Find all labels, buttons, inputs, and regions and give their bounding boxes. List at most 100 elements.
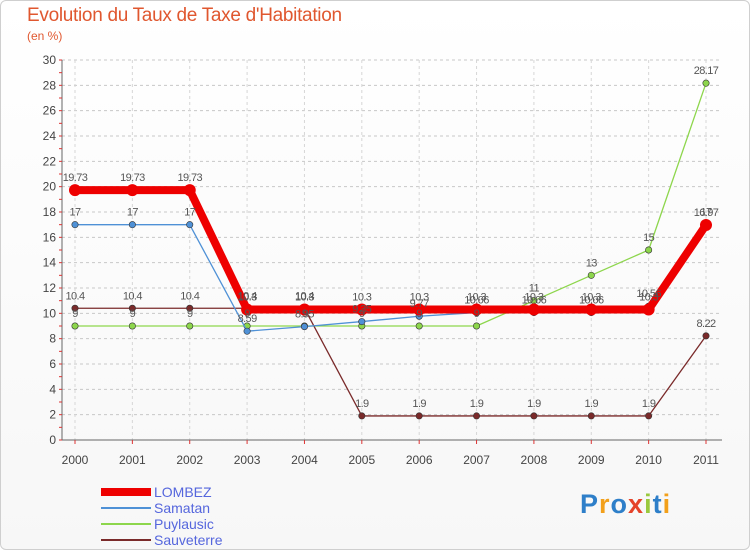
- y-tick-label: 18: [43, 205, 57, 219]
- data-label-sauveterre: 10.4: [238, 290, 257, 302]
- data-point-puylausic: [415, 322, 423, 330]
- data-point-sauveterre: [645, 412, 653, 420]
- data-point-samatan: [358, 318, 366, 326]
- chart-title: Evolution du Taux de Taxe d'Habitation: [27, 5, 342, 26]
- y-tick-label: 14: [43, 256, 57, 270]
- data-label-samatan: 9.35: [352, 304, 371, 316]
- legend-label-puylausic: Puylausic: [154, 516, 214, 532]
- x-tick-label: 2002: [176, 453, 203, 467]
- y-tick-label: 30: [43, 53, 57, 67]
- data-point-lombez: [298, 303, 311, 316]
- series-line-samatan: [75, 224, 707, 332]
- y-tick-label: 4: [49, 382, 56, 396]
- data-label-samatan: 17: [700, 207, 712, 219]
- data-point-puylausic: [702, 79, 710, 87]
- y-tick-label: 0: [49, 433, 56, 447]
- data-label-puylausic: 28.17: [694, 65, 719, 77]
- data-label-sauveterre: 10.4: [295, 290, 314, 302]
- data-label-sauveterre: 8.22: [696, 318, 715, 330]
- data-label-samatan: 17: [127, 207, 139, 219]
- data-label-sauveterre: 1.9: [585, 398, 599, 410]
- data-point-lombez: [585, 303, 598, 316]
- data-label-samatan: 17: [184, 207, 196, 219]
- data-label-lombez: 10.3: [582, 292, 601, 304]
- data-point-sauveterre: [702, 332, 710, 340]
- proxiti-logo: Proxiti: [580, 489, 671, 520]
- data-label-lombez: 10.3: [238, 292, 257, 304]
- data-point-sauveterre: [358, 412, 366, 420]
- data-label-sauveterre: 1.9: [412, 398, 426, 410]
- logo-letter: i: [644, 489, 653, 519]
- data-point-lombez: [69, 184, 81, 197]
- series-line-puylausic: [75, 82, 707, 327]
- data-label-puylausic: 11: [529, 283, 540, 295]
- y-tick-label: 28: [43, 78, 57, 92]
- data-label-lombez: 16.97: [694, 207, 719, 219]
- data-label-puylausic: 13: [586, 257, 598, 269]
- data-label-puylausic: 9: [187, 308, 193, 320]
- y-tick-label: 26: [43, 104, 57, 118]
- data-label-samatan: 10.06: [522, 295, 547, 307]
- data-point-samatan: [186, 221, 194, 229]
- data-point-samatan: [128, 221, 136, 229]
- data-point-sauveterre: [186, 304, 194, 312]
- legend-label-samatan: Samatan: [154, 500, 210, 516]
- data-label-samatan: 8.59: [238, 313, 257, 325]
- data-label-sauveterre: 10.4: [65, 290, 84, 302]
- y-tick-label: 20: [43, 180, 57, 194]
- data-point-sauveterre: [587, 412, 595, 420]
- data-label-puylausic: 9: [474, 308, 480, 320]
- data-label-lombez: 19.73: [177, 172, 202, 184]
- x-tick-label: 2005: [348, 453, 375, 467]
- y-tick-label: 22: [43, 154, 57, 168]
- data-label-puylausic: 9: [130, 308, 136, 320]
- data-point-lombez: [355, 303, 368, 316]
- y-tick-label: 8: [49, 332, 56, 346]
- x-tick-label: 2010: [635, 453, 662, 467]
- chart-subtitle: (en %): [27, 29, 63, 43]
- data-point-puylausic: [186, 322, 194, 330]
- data-label-lombez: 10.3: [352, 292, 371, 304]
- data-label-samatan: 8.95: [295, 309, 314, 321]
- data-label-samatan: 17: [69, 207, 81, 219]
- data-point-lombez: [183, 184, 196, 197]
- data-label-sauveterre: 10.4: [180, 290, 199, 302]
- logo-letter: P: [580, 489, 600, 519]
- data-label-puylausic: 15: [643, 232, 655, 244]
- data-point-lombez: [126, 184, 139, 197]
- data-point-lombez: [527, 303, 540, 316]
- data-label-sauveterre: 10.4: [123, 290, 142, 302]
- data-label-sauveterre: 1.9: [470, 398, 484, 410]
- data-label-lombez: 10.3: [467, 292, 486, 304]
- data-label-sauveterre: 1.9: [642, 398, 656, 410]
- data-point-lombez: [470, 303, 483, 316]
- logo-letter: i: [662, 489, 672, 519]
- data-point-samatan: [300, 323, 308, 331]
- x-tick-label: 2001: [119, 453, 146, 467]
- data-label-puylausic: 9: [416, 308, 422, 320]
- y-tick-label: 16: [43, 230, 57, 244]
- x-tick-label: 2007: [463, 453, 490, 467]
- legend-label-lombez: LOMBEZ: [154, 484, 212, 500]
- data-label-puylausic: 9: [302, 308, 308, 320]
- data-label-puylausic: 9: [72, 308, 78, 320]
- data-label-sauveterre: 1.9: [527, 398, 541, 410]
- data-label-lombez: 19.73: [120, 172, 145, 184]
- data-label-samatan: 9.77: [410, 298, 429, 310]
- data-point-sauveterre: [128, 304, 136, 312]
- data-label-sauveterre: 1.9: [355, 398, 369, 410]
- logo-letter: t: [652, 489, 663, 519]
- data-point-lombez: [413, 303, 426, 316]
- data-label-lombez: 10.3: [639, 292, 658, 304]
- x-tick-label: 2011: [693, 453, 719, 467]
- x-tick-label: 2008: [521, 453, 548, 467]
- x-tick-label: 2003: [234, 453, 261, 467]
- y-tick-label: 6: [49, 357, 56, 371]
- y-tick-label: 12: [43, 281, 57, 295]
- logo-letter: o: [610, 489, 629, 519]
- legend-label-sauveterre: Sauveterre: [154, 532, 223, 548]
- data-point-sauveterre: [473, 412, 481, 420]
- x-tick-label: 2000: [62, 453, 89, 467]
